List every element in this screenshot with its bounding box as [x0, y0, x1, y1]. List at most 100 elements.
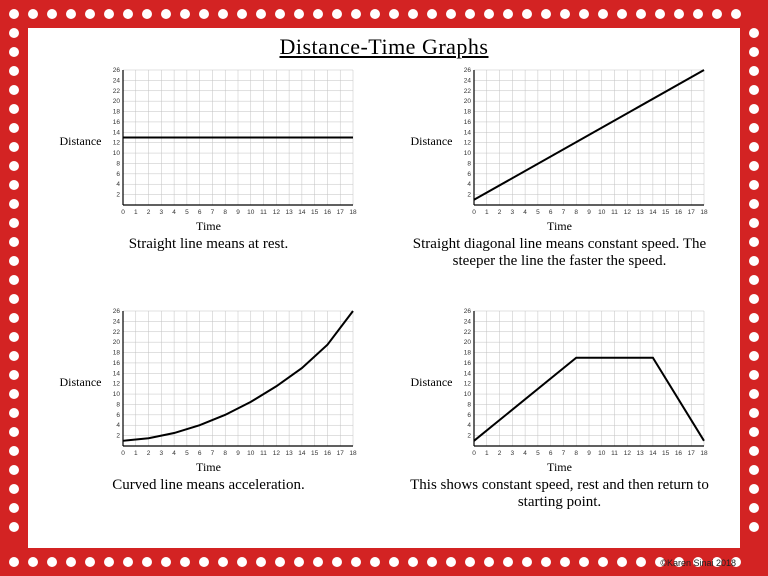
svg-text:6: 6: [117, 412, 121, 419]
svg-text:17: 17: [688, 209, 696, 216]
x-axis-label: Time: [196, 219, 221, 234]
svg-text:16: 16: [464, 360, 472, 367]
chart-constant: 0123456789101112131415161718246810121416…: [456, 66, 708, 217]
svg-text:7: 7: [562, 450, 566, 457]
svg-text:6: 6: [549, 450, 553, 457]
svg-text:14: 14: [464, 129, 472, 136]
panel-rest: Distance 0123456789101112131415161718246…: [42, 66, 375, 303]
svg-text:10: 10: [464, 150, 472, 157]
svg-text:10: 10: [113, 150, 121, 157]
svg-text:2: 2: [117, 192, 121, 199]
svg-text:4: 4: [173, 209, 177, 216]
chart-return: 0123456789101112131415161718246810121416…: [456, 307, 708, 458]
svg-text:7: 7: [562, 209, 566, 216]
svg-text:16: 16: [464, 119, 472, 126]
svg-text:26: 26: [464, 67, 472, 74]
svg-text:20: 20: [464, 339, 472, 346]
svg-text:12: 12: [273, 209, 281, 216]
page-frame: Distance-Time Graphs Distance 0123456789…: [0, 0, 768, 576]
svg-text:15: 15: [663, 209, 671, 216]
svg-text:11: 11: [261, 450, 268, 457]
svg-text:4: 4: [468, 422, 472, 429]
svg-text:2: 2: [147, 209, 151, 216]
chart-accel: 0123456789101112131415161718246810121416…: [105, 307, 357, 458]
svg-text:26: 26: [113, 67, 121, 74]
y-axis-label: Distance: [411, 134, 453, 149]
svg-text:12: 12: [113, 140, 121, 147]
content-panel: Distance-Time Graphs Distance 0123456789…: [28, 28, 740, 548]
svg-text:8: 8: [224, 450, 228, 457]
svg-text:4: 4: [173, 450, 177, 457]
svg-text:24: 24: [113, 77, 121, 84]
svg-text:11: 11: [612, 209, 619, 216]
svg-text:20: 20: [113, 339, 121, 346]
svg-text:4: 4: [117, 181, 121, 188]
svg-text:2: 2: [498, 209, 502, 216]
svg-text:2: 2: [468, 192, 472, 199]
y-axis-label: Distance: [411, 375, 453, 390]
svg-text:6: 6: [198, 450, 202, 457]
svg-text:5: 5: [186, 450, 190, 457]
panel-return: Distance 0123456789101112131415161718246…: [393, 307, 726, 544]
svg-text:14: 14: [650, 209, 658, 216]
svg-text:8: 8: [224, 209, 228, 216]
x-axis-label: Time: [547, 460, 572, 475]
svg-text:16: 16: [324, 209, 332, 216]
svg-text:18: 18: [113, 350, 121, 357]
svg-text:13: 13: [286, 209, 294, 216]
svg-text:6: 6: [117, 171, 121, 178]
svg-text:18: 18: [701, 209, 709, 216]
caption-accel: Curved line means acceleration.: [112, 477, 304, 494]
svg-text:8: 8: [575, 450, 579, 457]
svg-text:22: 22: [113, 329, 121, 336]
svg-text:4: 4: [524, 450, 528, 457]
svg-text:17: 17: [337, 209, 345, 216]
svg-text:3: 3: [160, 209, 164, 216]
svg-text:13: 13: [286, 450, 294, 457]
svg-text:22: 22: [464, 329, 472, 336]
svg-text:1: 1: [485, 450, 489, 457]
svg-text:6: 6: [549, 209, 553, 216]
svg-text:20: 20: [113, 98, 121, 105]
svg-text:8: 8: [117, 401, 121, 408]
svg-text:0: 0: [122, 450, 126, 457]
svg-text:5: 5: [186, 209, 190, 216]
svg-text:8: 8: [575, 209, 579, 216]
svg-text:18: 18: [350, 450, 358, 457]
caption-constant: Straight diagonal line means constant sp…: [393, 236, 726, 271]
caption-rest: Straight line means at rest.: [129, 236, 289, 253]
svg-text:18: 18: [464, 109, 472, 116]
svg-text:10: 10: [248, 450, 256, 457]
svg-text:14: 14: [650, 450, 658, 457]
svg-text:7: 7: [211, 209, 215, 216]
svg-text:16: 16: [675, 450, 683, 457]
y-axis-label: Distance: [60, 134, 102, 149]
svg-text:9: 9: [588, 209, 592, 216]
svg-text:1: 1: [134, 209, 138, 216]
svg-text:6: 6: [198, 209, 202, 216]
svg-text:11: 11: [612, 450, 619, 457]
svg-text:13: 13: [637, 450, 645, 457]
svg-text:10: 10: [599, 450, 607, 457]
svg-text:14: 14: [299, 209, 307, 216]
svg-text:22: 22: [113, 88, 121, 95]
svg-text:4: 4: [468, 181, 472, 188]
svg-text:1: 1: [485, 209, 489, 216]
svg-text:2: 2: [468, 433, 472, 440]
svg-text:24: 24: [464, 77, 472, 84]
svg-text:11: 11: [261, 209, 268, 216]
x-axis-label: Time: [196, 460, 221, 475]
svg-text:17: 17: [688, 450, 696, 457]
svg-text:2: 2: [498, 450, 502, 457]
svg-text:9: 9: [237, 209, 241, 216]
svg-text:12: 12: [624, 450, 632, 457]
svg-text:16: 16: [675, 209, 683, 216]
svg-text:16: 16: [113, 119, 121, 126]
svg-text:22: 22: [464, 88, 472, 95]
svg-text:5: 5: [537, 209, 541, 216]
svg-text:18: 18: [113, 109, 121, 116]
svg-text:10: 10: [248, 209, 256, 216]
svg-text:0: 0: [122, 209, 126, 216]
svg-text:24: 24: [113, 318, 121, 325]
svg-text:18: 18: [464, 350, 472, 357]
